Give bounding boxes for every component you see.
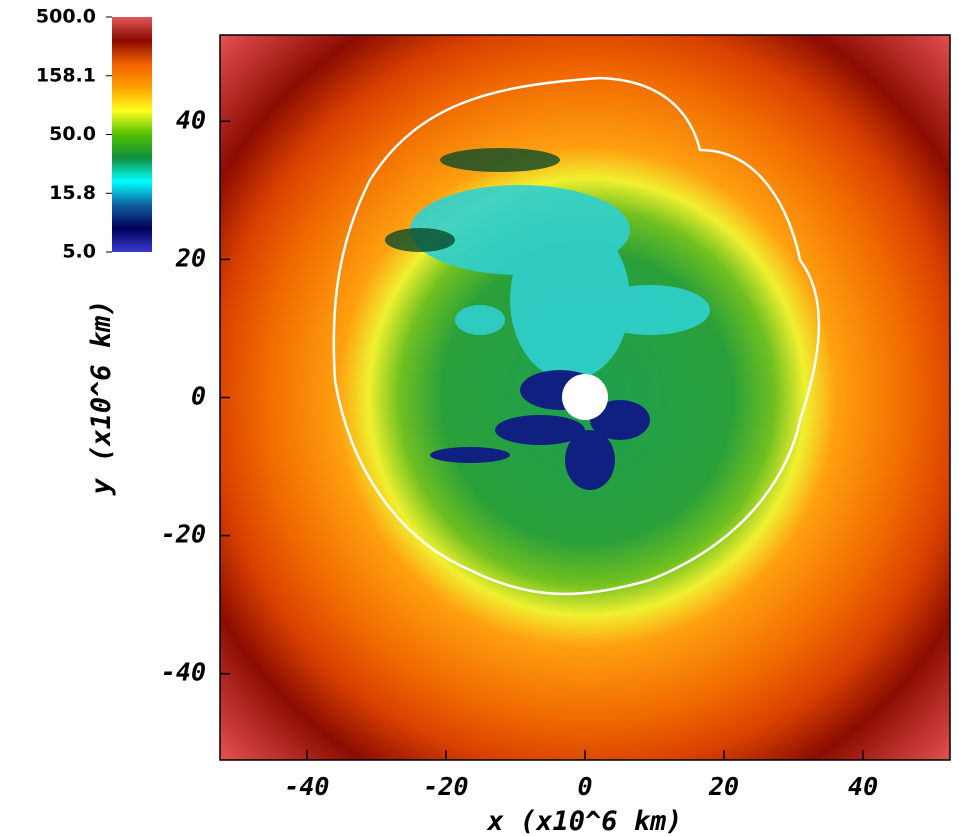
field-image <box>220 35 950 760</box>
colorbar-tick-label: 158.1 <box>36 64 96 86</box>
x-tick-label: 20 <box>708 772 739 801</box>
x-tick-label: -20 <box>423 772 468 801</box>
y-tick-label: -20 <box>161 520 206 549</box>
y-tick-label: 0 <box>191 382 206 411</box>
x-axis-label: x (x10^6 km) <box>486 806 682 836</box>
y-axis-label: y (x10^6 km) <box>86 299 117 496</box>
y-tick-label: 40 <box>176 105 206 134</box>
colorbar-tick-label: 5.0 <box>62 241 96 263</box>
colorbar-tick-label: 500.0 <box>36 6 96 28</box>
x-tick-label: 0 <box>577 772 592 801</box>
colorbar-tick-label: 50.0 <box>49 123 96 145</box>
y-tick-label: -40 <box>161 658 206 687</box>
x-tick-label: 40 <box>848 772 878 801</box>
y-tick-label: 20 <box>175 243 206 272</box>
colorbar-tick-label: 15.8 <box>49 182 96 204</box>
colorbar <box>112 17 152 252</box>
x-tick-label: -40 <box>284 772 329 801</box>
